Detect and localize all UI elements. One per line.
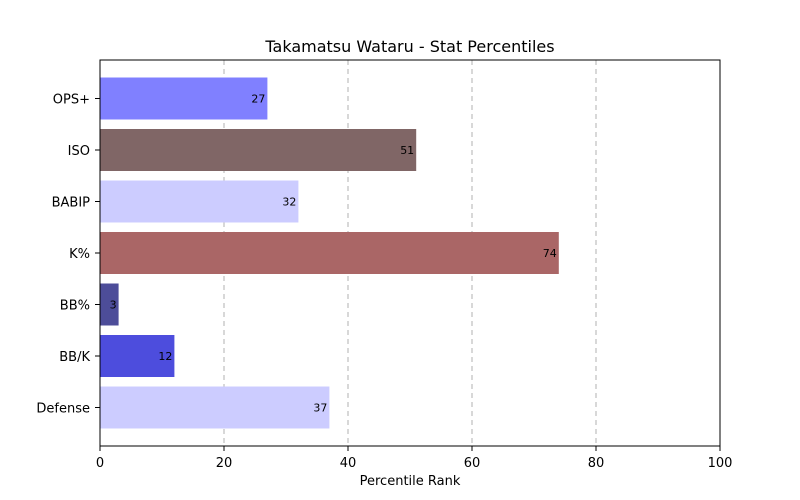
bar-value-label: 74 (543, 247, 557, 260)
bar-value-label: 32 (282, 196, 296, 209)
y-tick-label: BABIP (52, 196, 91, 211)
bar-value-label: 37 (313, 402, 327, 415)
y-tick-label: K% (69, 247, 90, 262)
bar-value-label: 3 (110, 299, 117, 312)
bar-babip (100, 180, 299, 223)
x-tick-label: 0 (96, 456, 104, 471)
bar-value-label: 12 (158, 350, 172, 363)
x-axis-label: Percentile Rank (360, 474, 461, 489)
y-axis: OPS+ ISO BABIP K% BB% BB/K Defense (36, 93, 100, 417)
x-tick-label: 80 (588, 456, 605, 471)
y-tick-label: BB/K (59, 350, 90, 365)
y-tick-label: Defense (36, 402, 90, 417)
y-tick-label: ISO (68, 144, 90, 159)
bar-k (100, 232, 559, 274)
bar-value-label: 27 (251, 93, 265, 106)
bar-ops (100, 77, 268, 120)
x-axis: 0 20 40 60 80 100 (96, 446, 733, 471)
x-tick-label: 60 (464, 456, 481, 471)
bar-value-label: 51 (400, 144, 414, 157)
y-tick-label: OPS+ (53, 93, 90, 108)
bars: 27 51 32 74 3 12 37 (100, 77, 559, 429)
bar-bb-k (100, 335, 175, 377)
bar-bb (100, 283, 119, 326)
chart-title: Takamatsu Wataru - Stat Percentiles (264, 37, 554, 56)
bar-defense (100, 386, 330, 429)
bar-iso (100, 129, 417, 171)
x-tick-label: 40 (340, 456, 357, 471)
y-tick-label: BB% (60, 299, 90, 314)
x-tick-label: 20 (216, 456, 233, 471)
x-tick-label: 100 (708, 456, 733, 471)
